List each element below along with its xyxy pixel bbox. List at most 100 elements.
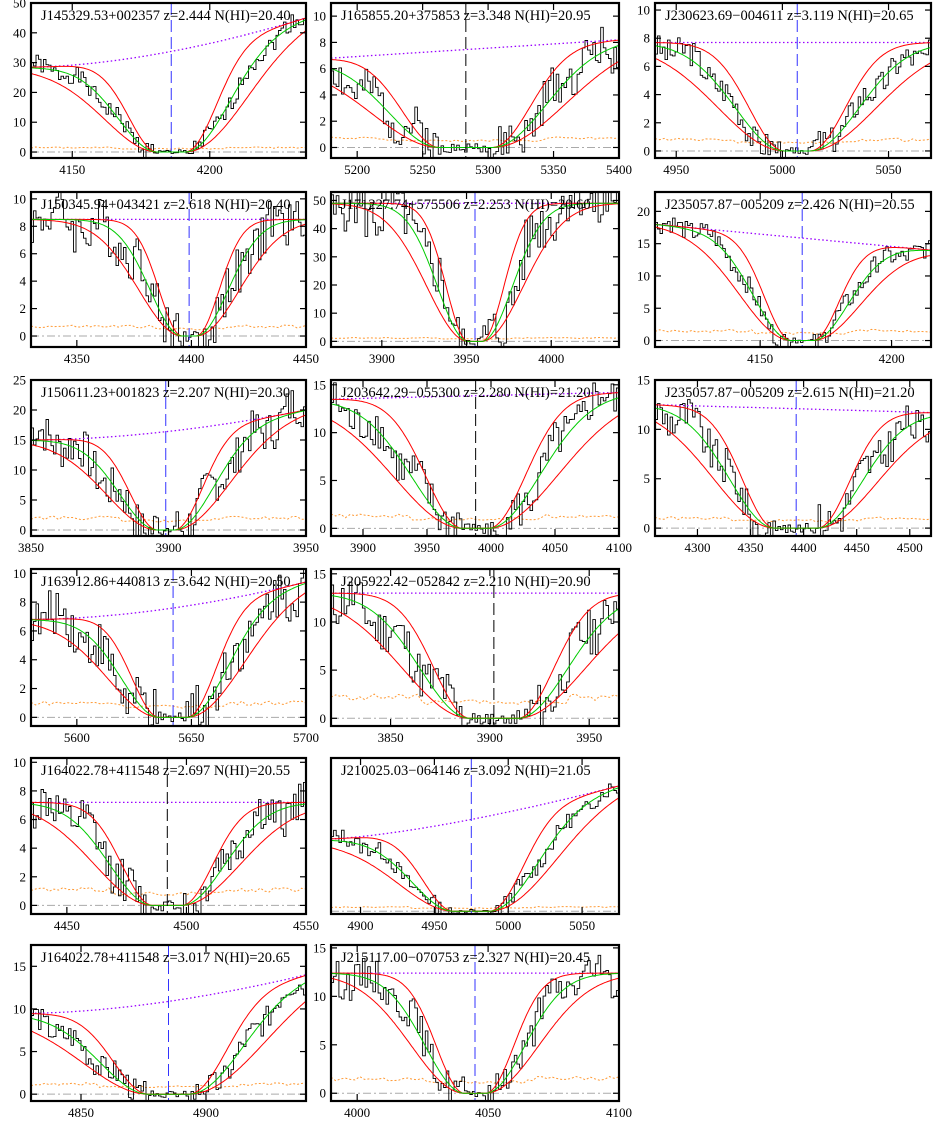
- y-tick-label: 2: [320, 114, 327, 129]
- voigt-fit-line: [31, 981, 306, 1095]
- spectrum-panel: J230623.69−004611 z=3.119 N(HI)=20.65 495…: [637, 1, 933, 177]
- observed-spectrum: [31, 569, 304, 726]
- error-spectrum: [331, 905, 619, 910]
- panel-title: J235057.87−005209 z=2.615 N(HI)=21.20: [665, 385, 915, 401]
- y-tick-label: 8: [320, 35, 327, 50]
- error-spectrum: [31, 515, 306, 523]
- x-tick-label: 3950: [454, 351, 480, 366]
- panel-frame: [29, 1, 308, 160]
- y-tick-label: 6: [644, 59, 651, 74]
- fit-upper-bound-line: [655, 57, 931, 152]
- y-tick-label: 10: [313, 989, 326, 1004]
- y-tick-label: 4: [20, 652, 27, 667]
- observed-spectrum: [331, 382, 619, 536]
- y-tick-label: 0: [644, 333, 651, 348]
- fit-lower-bound-line: [31, 218, 306, 337]
- observed-spectrum: [31, 390, 306, 536]
- x-tick-label: 4050: [475, 1105, 501, 1120]
- panel-frame: [329, 943, 621, 1103]
- x-tick-label: 4500: [897, 540, 923, 555]
- panel-title: J164022.78+411548 z=3.017 N(HI)=20.65: [41, 950, 290, 966]
- voigt-fit-line: [331, 202, 619, 342]
- y-tick-label: 0: [20, 329, 27, 344]
- error-spectrum: [31, 700, 306, 709]
- x-tick-label: 4850: [68, 1105, 94, 1120]
- x-tick-label: 5250: [410, 162, 436, 177]
- voigt-fit-line: [31, 409, 306, 531]
- observed-spectrum: [331, 26, 619, 158]
- panel-title: J205922.42−052842 z=2.210 N(HI)=20.90: [341, 574, 591, 590]
- spectrum-panel: J235057.87−005209 z=2.615 N(HI)=21.20 430…: [637, 373, 933, 555]
- error-spectrum: [331, 513, 619, 521]
- x-tick-label: 4450: [844, 540, 870, 555]
- x-tick-label: 4350: [64, 351, 90, 366]
- y-tick-label: 4: [644, 87, 651, 102]
- x-tick-label: 5350: [541, 162, 567, 177]
- x-tick-label: 5700: [293, 730, 319, 745]
- panel-title: J150345.94+043421 z=2.618 N(HI)=20.40: [41, 197, 291, 213]
- y-tick-label: 5: [644, 301, 651, 316]
- y-tick-label: 15: [13, 433, 26, 448]
- error-spectrum: [331, 693, 619, 706]
- y-tick-label: 5: [20, 1044, 27, 1059]
- x-tick-label: 4200: [879, 351, 905, 366]
- x-tick-label: 5300: [475, 162, 501, 177]
- x-tick-label: 3950: [293, 540, 319, 555]
- y-tick-label: 0: [644, 521, 651, 536]
- y-tick-label: 6: [20, 623, 27, 638]
- y-tick-label: 5: [320, 473, 327, 488]
- y-tick-label: 0: [20, 523, 27, 538]
- x-tick-label: 4000: [538, 351, 564, 366]
- y-tick-label: 5: [320, 1037, 327, 1052]
- y-tick-label: 0: [320, 521, 327, 536]
- y-tick-label: 25: [13, 373, 26, 388]
- y-tick-label: 10: [13, 755, 26, 770]
- y-tick-label: 2: [20, 869, 27, 884]
- spectrum-panel: J171227.74+575506 z=2.253 N(HI)=20.60 390…: [313, 190, 621, 366]
- x-tick-label: 3850: [18, 540, 44, 555]
- y-tick-label: 5: [20, 493, 27, 508]
- panel-title: J210025.03−064146 z=3.092 N(HI)=21.05: [341, 763, 591, 779]
- x-tick-label: 3900: [477, 730, 503, 745]
- panel-frame: [29, 943, 308, 1103]
- error-spectrum: [655, 328, 931, 335]
- x-tick-label: 4450: [293, 351, 319, 366]
- fit-upper-bound-line: [31, 591, 306, 718]
- x-tick-label: 4500: [173, 918, 199, 933]
- y-tick-label: 6: [320, 61, 327, 76]
- voigt-fit-line: [31, 803, 306, 906]
- spectrum-panel: J235057.87−005209 z=2.426 N(HI)=20.55 415…: [637, 190, 933, 366]
- y-tick-label: 0: [20, 710, 27, 725]
- y-tick-label: 8: [20, 219, 27, 234]
- x-tick-label: 4950: [421, 918, 447, 933]
- fit-lower-bound-line: [655, 223, 931, 341]
- y-tick-label: 15: [313, 566, 326, 581]
- voigt-fit-line: [331, 787, 619, 912]
- fit-lower-bound-line: [31, 581, 306, 718]
- x-tick-label: 4900: [348, 918, 374, 933]
- x-tick-label: 5000: [769, 162, 795, 177]
- spectrum-panel: J163912.86+440813 z=3.642 N(HI)=20.50 560…: [13, 566, 319, 745]
- panel-title: J215117.00−070753 z=2.327 N(HI)=20.45: [341, 950, 590, 966]
- y-tick-label: 8: [20, 595, 27, 610]
- fit-lower-bound-line: [655, 42, 931, 152]
- voigt-fit-line: [31, 19, 306, 153]
- panel-frame: [653, 1, 933, 160]
- observed-spectrum: [31, 781, 306, 914]
- voigt-fit-line: [655, 407, 931, 529]
- observed-spectrum: [331, 783, 619, 914]
- x-tick-label: 4100: [606, 540, 632, 555]
- panel-frame: [329, 756, 621, 916]
- x-tick-label: 4200: [197, 162, 223, 177]
- y-tick-label: 15: [637, 236, 650, 251]
- observed-spectrum: [655, 399, 931, 536]
- fit-upper-bound-line: [655, 226, 931, 341]
- continuum-line: [331, 39, 619, 59]
- voigt-fit-line: [331, 45, 619, 148]
- y-tick-label: 6: [20, 812, 27, 827]
- panel-title: J171227.74+575506 z=2.253 N(HI)=20.60: [341, 197, 591, 213]
- y-tick-label: 4: [20, 841, 27, 856]
- x-tick-label: 5000: [495, 918, 521, 933]
- y-tick-label: 0: [320, 711, 327, 726]
- spectrum-panel: J205922.42−052842 z=2.210 N(HI)=20.90 385…: [313, 566, 621, 745]
